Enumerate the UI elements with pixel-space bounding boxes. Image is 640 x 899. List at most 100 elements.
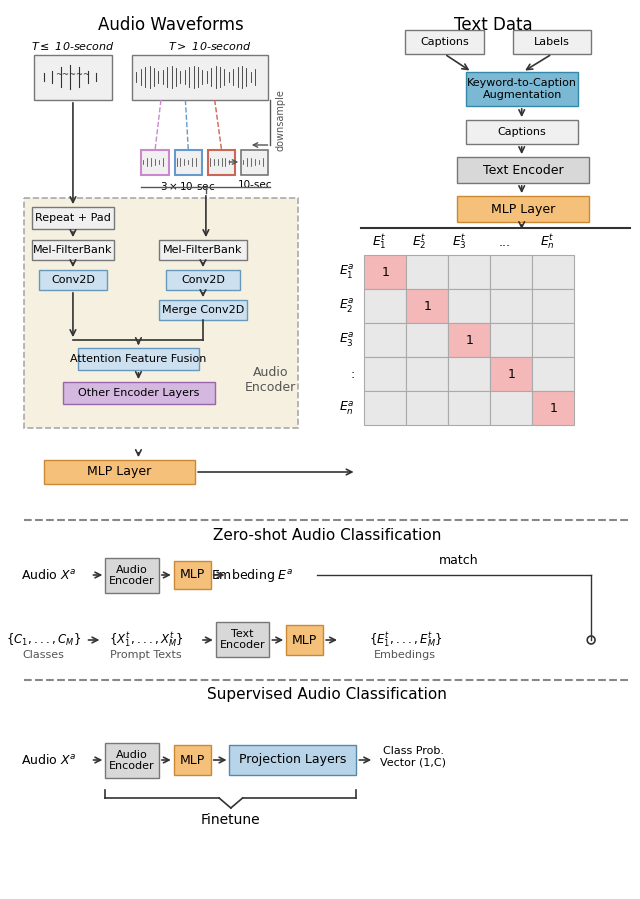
Text: :: : bbox=[350, 368, 355, 380]
FancyBboxPatch shape bbox=[105, 743, 159, 778]
FancyBboxPatch shape bbox=[449, 391, 490, 425]
FancyBboxPatch shape bbox=[216, 622, 269, 657]
Text: MLP Layer: MLP Layer bbox=[87, 466, 152, 478]
FancyBboxPatch shape bbox=[466, 72, 579, 106]
Text: $E_2^a$: $E_2^a$ bbox=[339, 298, 355, 315]
FancyBboxPatch shape bbox=[105, 558, 159, 593]
Text: Mel-FilterBank: Mel-FilterBank bbox=[33, 245, 113, 255]
Text: MLP: MLP bbox=[180, 753, 205, 767]
Text: Audio
Encoder: Audio Encoder bbox=[245, 366, 296, 394]
FancyBboxPatch shape bbox=[44, 460, 195, 484]
Text: Audio Waveforms: Audio Waveforms bbox=[98, 16, 244, 34]
Text: $E_n^a$: $E_n^a$ bbox=[339, 399, 355, 417]
FancyBboxPatch shape bbox=[159, 300, 247, 320]
Text: Repeat + Pad: Repeat + Pad bbox=[35, 213, 111, 223]
FancyBboxPatch shape bbox=[406, 289, 449, 323]
FancyBboxPatch shape bbox=[24, 198, 298, 428]
FancyBboxPatch shape bbox=[173, 561, 211, 589]
Text: Other Encoder Layers: Other Encoder Layers bbox=[78, 388, 200, 398]
FancyBboxPatch shape bbox=[406, 391, 449, 425]
Text: Audio
Encoder: Audio Encoder bbox=[109, 750, 155, 771]
FancyBboxPatch shape bbox=[159, 240, 247, 260]
Text: 1: 1 bbox=[550, 402, 557, 414]
Text: ~~~~~: ~~~~~ bbox=[56, 70, 90, 79]
FancyBboxPatch shape bbox=[78, 348, 199, 370]
FancyBboxPatch shape bbox=[166, 270, 240, 290]
Text: Audio
Encoder: Audio Encoder bbox=[109, 565, 155, 586]
Text: Text Data: Text Data bbox=[454, 16, 532, 34]
Text: Text Encoder: Text Encoder bbox=[483, 164, 563, 176]
FancyBboxPatch shape bbox=[34, 55, 112, 100]
FancyBboxPatch shape bbox=[406, 255, 449, 289]
FancyBboxPatch shape bbox=[449, 357, 490, 391]
Text: match: match bbox=[439, 554, 479, 566]
Text: $T >$ 10-second: $T >$ 10-second bbox=[168, 40, 252, 52]
Text: $\{E_1^t,...,E_M^t\}$: $\{E_1^t,...,E_M^t\}$ bbox=[369, 630, 442, 650]
FancyBboxPatch shape bbox=[39, 270, 107, 290]
Text: Attention Feature Fusion: Attention Feature Fusion bbox=[70, 354, 207, 364]
FancyBboxPatch shape bbox=[364, 357, 406, 391]
Text: $E_2^t$: $E_2^t$ bbox=[412, 233, 426, 252]
Text: MLP: MLP bbox=[180, 568, 205, 582]
FancyBboxPatch shape bbox=[449, 289, 490, 323]
FancyBboxPatch shape bbox=[364, 323, 406, 357]
FancyBboxPatch shape bbox=[364, 289, 406, 323]
FancyBboxPatch shape bbox=[286, 625, 323, 655]
Text: downsample: downsample bbox=[275, 89, 285, 151]
Text: 1: 1 bbox=[465, 334, 474, 346]
FancyBboxPatch shape bbox=[532, 391, 575, 425]
Text: MLP Layer: MLP Layer bbox=[491, 202, 556, 216]
Text: $\{X_1^t,...,X_M^t\}$: $\{X_1^t,...,X_M^t\}$ bbox=[109, 630, 184, 650]
Text: Captions: Captions bbox=[420, 37, 469, 47]
FancyBboxPatch shape bbox=[364, 255, 406, 289]
Text: $\{C_1,...,C_M\}$: $\{C_1,...,C_M\}$ bbox=[6, 632, 81, 648]
FancyBboxPatch shape bbox=[532, 289, 575, 323]
FancyBboxPatch shape bbox=[141, 150, 169, 175]
Text: 1: 1 bbox=[424, 299, 431, 313]
FancyBboxPatch shape bbox=[208, 150, 236, 175]
Text: $T \leq$ 10-second: $T \leq$ 10-second bbox=[31, 40, 115, 52]
Text: Text
Encoder: Text Encoder bbox=[220, 628, 266, 650]
FancyBboxPatch shape bbox=[490, 289, 532, 323]
Text: 1: 1 bbox=[508, 368, 515, 380]
FancyBboxPatch shape bbox=[449, 255, 490, 289]
Text: Zero-shot Audio Classification: Zero-shot Audio Classification bbox=[213, 528, 442, 542]
FancyBboxPatch shape bbox=[457, 157, 589, 183]
Text: Merge Conv2D: Merge Conv2D bbox=[162, 305, 244, 315]
Text: $E_n^t$: $E_n^t$ bbox=[540, 233, 554, 252]
FancyBboxPatch shape bbox=[405, 30, 484, 54]
Text: Embeding $E^a$: Embeding $E^a$ bbox=[211, 566, 293, 583]
FancyBboxPatch shape bbox=[63, 382, 214, 404]
FancyBboxPatch shape bbox=[406, 323, 449, 357]
FancyBboxPatch shape bbox=[513, 30, 591, 54]
Text: Audio $X^a$: Audio $X^a$ bbox=[20, 753, 76, 767]
Text: $E_1^a$: $E_1^a$ bbox=[339, 263, 355, 280]
Text: Class Prob.
Vector (1,C): Class Prob. Vector (1,C) bbox=[380, 746, 446, 768]
Text: MLP: MLP bbox=[292, 634, 317, 646]
Text: Captions: Captions bbox=[498, 127, 547, 137]
FancyBboxPatch shape bbox=[532, 323, 575, 357]
FancyBboxPatch shape bbox=[490, 255, 532, 289]
Text: Keyword-to-Caption
Augmentation: Keyword-to-Caption Augmentation bbox=[467, 78, 577, 100]
FancyBboxPatch shape bbox=[490, 323, 532, 357]
FancyBboxPatch shape bbox=[32, 207, 114, 229]
FancyBboxPatch shape bbox=[32, 240, 114, 260]
FancyBboxPatch shape bbox=[175, 150, 202, 175]
FancyBboxPatch shape bbox=[466, 120, 579, 144]
Text: $E_3^a$: $E_3^a$ bbox=[339, 331, 355, 349]
Text: $E_3^t$: $E_3^t$ bbox=[452, 233, 467, 252]
Text: Finetune: Finetune bbox=[201, 813, 260, 827]
FancyBboxPatch shape bbox=[490, 391, 532, 425]
FancyBboxPatch shape bbox=[490, 357, 532, 391]
FancyBboxPatch shape bbox=[241, 150, 269, 175]
FancyBboxPatch shape bbox=[532, 255, 575, 289]
FancyBboxPatch shape bbox=[173, 745, 211, 775]
Text: ...: ... bbox=[499, 236, 511, 248]
FancyBboxPatch shape bbox=[132, 55, 269, 100]
Text: $3\times$10-sec: $3\times$10-sec bbox=[160, 180, 215, 192]
Text: Audio $X^a$: Audio $X^a$ bbox=[20, 568, 76, 582]
FancyBboxPatch shape bbox=[406, 357, 449, 391]
FancyBboxPatch shape bbox=[229, 745, 356, 775]
Text: Classes: Classes bbox=[22, 650, 65, 660]
Text: Labels: Labels bbox=[534, 37, 570, 47]
